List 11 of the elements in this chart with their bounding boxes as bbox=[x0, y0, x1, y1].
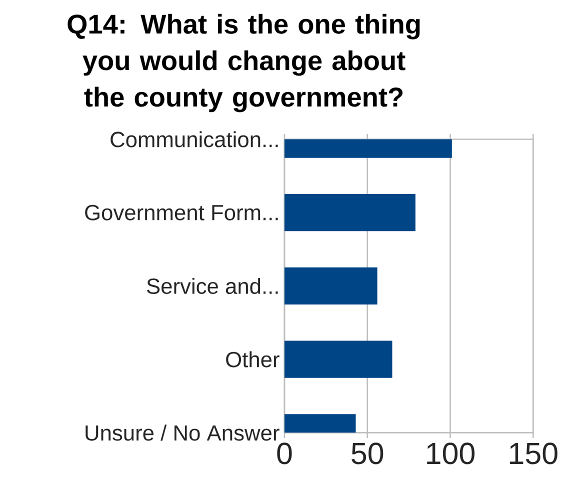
y-tick-label: Service and... bbox=[146, 278, 278, 294]
y-tick-label: Other bbox=[226, 351, 280, 368]
x-tick-label: 150 bbox=[510, 442, 558, 464]
y-tick-label: Government Form... bbox=[85, 204, 278, 220]
y-tick-label: Unsure / No Answer bbox=[86, 424, 280, 441]
x-tick-label: 100 bbox=[427, 442, 475, 464]
bar bbox=[284, 267, 378, 304]
x-tick-label: 0 bbox=[277, 442, 292, 464]
chart-title: Q14: What is the one thing you would change about the county government? bbox=[68, 14, 420, 112]
x-tick-label: 50 bbox=[352, 442, 384, 464]
y-tick-label: Communication... bbox=[110, 131, 278, 148]
